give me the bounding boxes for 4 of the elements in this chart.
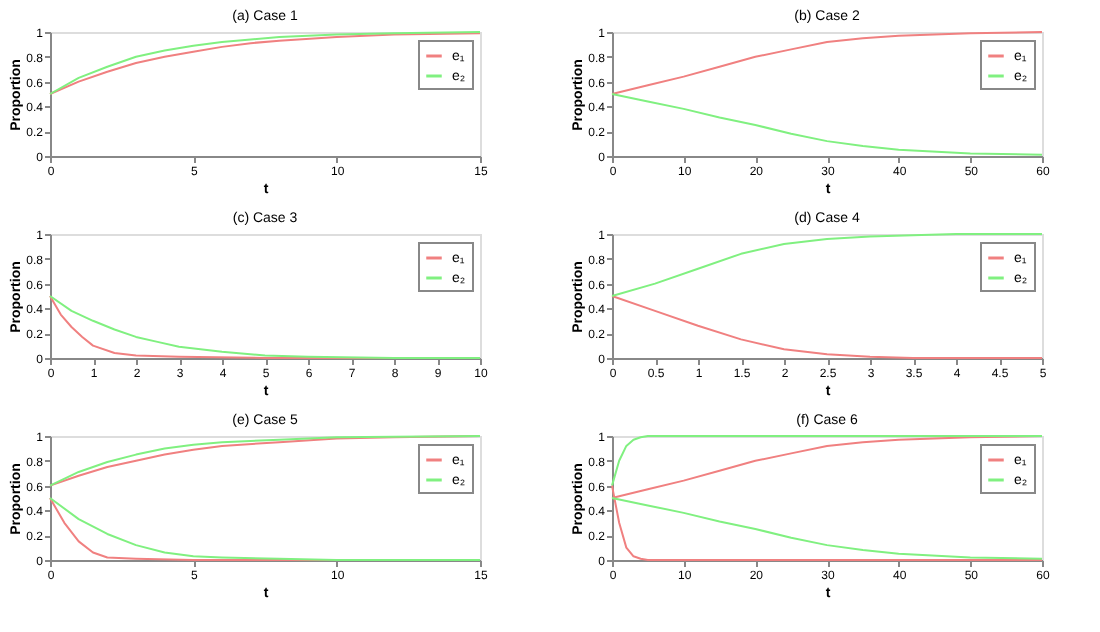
line-series [611,31,1043,95]
line-series [611,435,1043,487]
line-series [611,233,1043,297]
line-series [49,435,481,487]
